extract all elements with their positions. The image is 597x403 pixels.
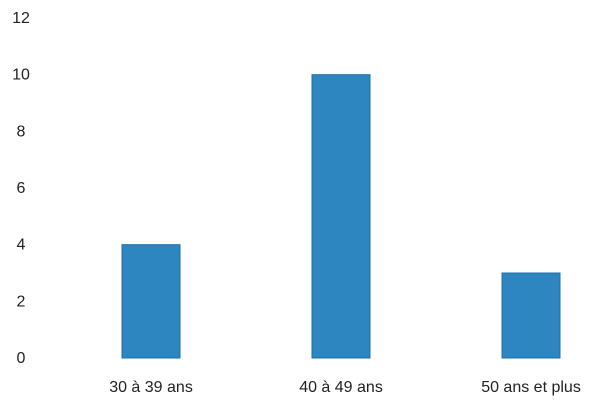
y-tick-label: 8 (17, 123, 26, 140)
x-category-label: 50 ans et plus (481, 379, 581, 396)
y-tick-label: 4 (17, 237, 26, 254)
y-tick-label: 0 (17, 350, 26, 367)
bars (121, 74, 561, 359)
y-tick-label: 10 (12, 67, 30, 84)
x-category-label: 40 à 49 ans (299, 379, 383, 396)
y-tick-label: 6 (17, 180, 26, 197)
y-axis-ticks: 0 2 4 6 8 10 12 (12, 10, 30, 367)
x-axis-labels: 30 à 39 ans 40 à 49 ans 50 ans et plus (109, 379, 581, 396)
y-tick-label: 2 (17, 293, 26, 310)
bar-0 (121, 244, 181, 359)
y-tick-label: 12 (12, 10, 30, 27)
bar-1 (311, 74, 371, 359)
x-category-label: 30 à 39 ans (109, 379, 193, 396)
bar-2 (501, 272, 561, 359)
